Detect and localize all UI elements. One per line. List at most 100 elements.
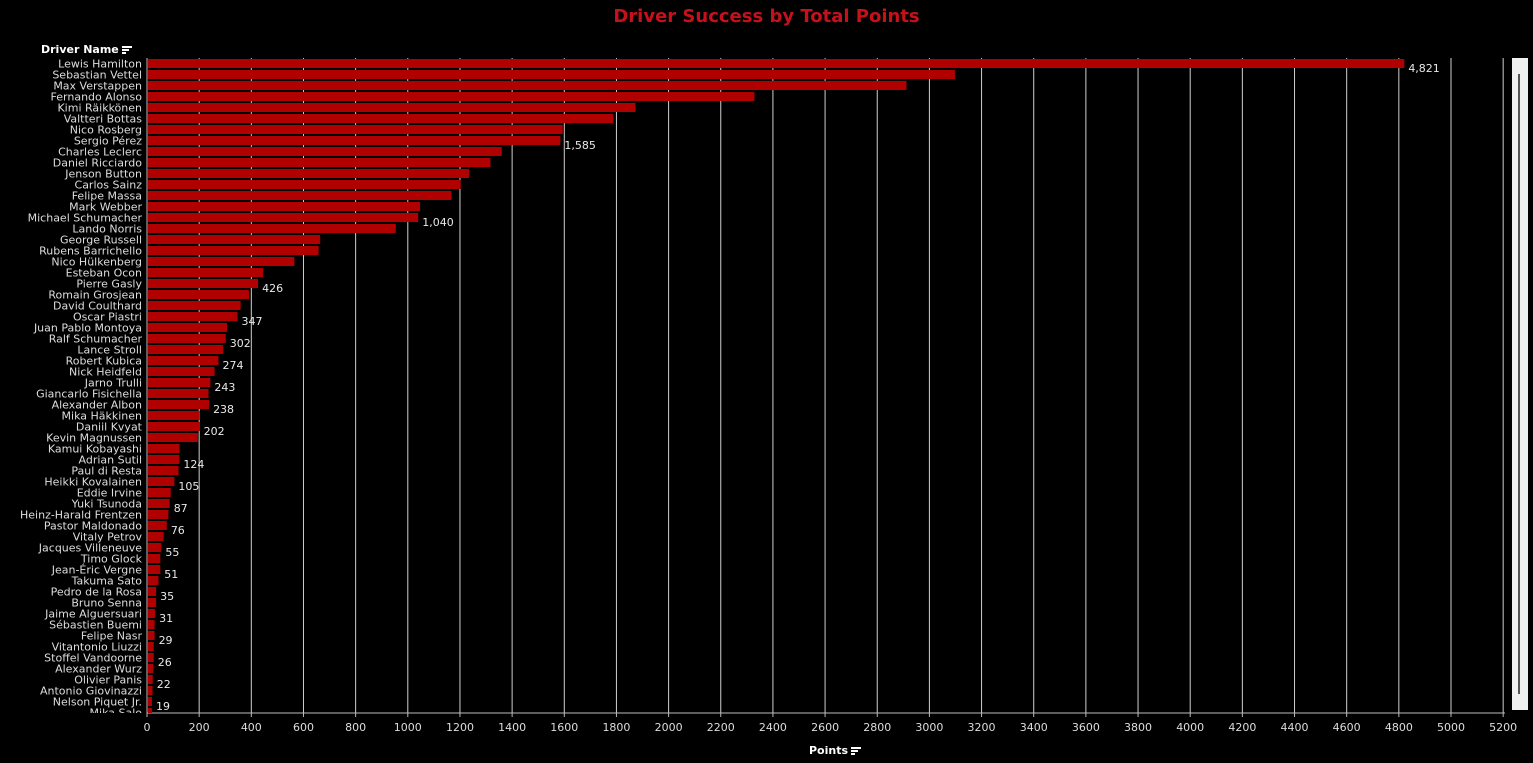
bar[interactable] <box>148 708 152 717</box>
bar[interactable] <box>148 433 198 442</box>
bar[interactable] <box>148 92 755 101</box>
bar[interactable] <box>148 477 175 486</box>
bar[interactable] <box>148 697 152 706</box>
x-tick-label: 3800 <box>1124 721 1152 734</box>
bar[interactable] <box>148 180 461 189</box>
y-tick-label: Daniel Ricciardo <box>53 157 142 170</box>
y-tick-label: Yuki Tsunoda <box>71 498 142 511</box>
y-tick-label: Valtteri Bottas <box>64 113 143 126</box>
bar[interactable] <box>148 323 228 332</box>
data-label: 105 <box>178 480 199 493</box>
y-tick-label: Fernando Alonso <box>51 91 143 104</box>
bar[interactable] <box>148 488 171 497</box>
bar[interactable] <box>148 576 159 585</box>
bar[interactable] <box>148 114 614 123</box>
bar[interactable] <box>148 70 955 79</box>
sort-icon[interactable] <box>121 45 132 55</box>
x-tick-label: 4800 <box>1385 721 1413 734</box>
bar[interactable] <box>148 411 200 420</box>
x-tick-label: 4600 <box>1333 721 1361 734</box>
bar[interactable] <box>148 400 210 409</box>
y-tick-label: Rubens Barrichello <box>39 245 142 258</box>
data-label: 243 <box>214 381 235 394</box>
bar[interactable] <box>148 334 226 343</box>
bar[interactable] <box>148 664 154 673</box>
x-tick-label: 1200 <box>446 721 474 734</box>
bar[interactable] <box>148 257 295 266</box>
y-tick-label: Felipe Massa <box>72 190 142 203</box>
bar[interactable] <box>148 169 470 178</box>
y-tick-label: Nico Hülkenberg <box>51 256 142 269</box>
bar[interactable] <box>148 103 636 112</box>
bar[interactable] <box>148 213 419 222</box>
bar[interactable] <box>148 598 157 607</box>
bar[interactable] <box>148 378 211 387</box>
bar[interactable] <box>148 642 154 651</box>
bar[interactable] <box>148 565 161 574</box>
vertical-scrollbar[interactable] <box>1512 58 1528 710</box>
bar[interactable] <box>148 521 167 530</box>
bar[interactable] <box>148 466 179 475</box>
bar[interactable] <box>148 158 491 167</box>
data-label: 426 <box>262 282 283 295</box>
y-tick-label: George Russell <box>60 234 142 247</box>
x-tick-label: 2600 <box>811 721 839 734</box>
y-tick-label: Kamui Kobayashi <box>48 443 142 456</box>
x-tick-label: 5000 <box>1437 721 1465 734</box>
bar[interactable] <box>148 543 162 552</box>
bar[interactable] <box>148 301 241 310</box>
bar[interactable] <box>148 81 907 90</box>
bar[interactable] <box>148 147 502 156</box>
bar[interactable] <box>148 444 180 453</box>
bar[interactable] <box>148 224 396 233</box>
x-tick-label: 4200 <box>1228 721 1256 734</box>
bar[interactable] <box>148 620 155 629</box>
bar[interactable] <box>148 367 215 376</box>
bar[interactable] <box>148 675 153 684</box>
bar[interactable] <box>148 686 153 695</box>
bar[interactable] <box>148 125 563 134</box>
y-tick-label: Ralf Schumacher <box>49 333 143 346</box>
bar[interactable] <box>148 235 321 244</box>
y-tick-label: Paul di Resta <box>71 465 142 478</box>
bar[interactable] <box>148 499 170 508</box>
y-tick-label: Stoffel Vandoorne <box>44 652 142 665</box>
bar[interactable] <box>148 532 164 541</box>
data-label: 35 <box>160 590 174 603</box>
data-label: 124 <box>183 458 204 471</box>
x-axis-header[interactable]: Points <box>809 744 862 757</box>
bar[interactable] <box>148 312 238 321</box>
sort-icon[interactable] <box>851 746 862 756</box>
bar[interactable] <box>148 59 1405 68</box>
y-tick-label: Takuma Sato <box>71 575 143 588</box>
bar[interactable] <box>148 455 180 464</box>
y-tick-label: Mika Salo <box>90 707 143 720</box>
bar[interactable] <box>148 279 259 288</box>
y-tick-label: Daniil Kvyat <box>76 421 143 434</box>
x-tick-label: 0 <box>144 721 151 734</box>
bar[interactable] <box>148 631 155 640</box>
bar[interactable] <box>148 290 249 299</box>
scrollbar-thumb[interactable] <box>1518 74 1520 694</box>
bar[interactable] <box>148 202 421 211</box>
bar[interactable] <box>148 422 200 431</box>
y-axis-header[interactable]: Driver Name <box>41 43 132 56</box>
y-tick-label: David Coulthard <box>53 300 142 313</box>
bar[interactable] <box>148 510 169 519</box>
bar[interactable] <box>148 356 219 365</box>
bar[interactable] <box>148 345 224 354</box>
x-tick-label: 1400 <box>498 721 526 734</box>
y-tick-label: Charles Leclerc <box>58 146 142 159</box>
bar[interactable] <box>148 191 452 200</box>
y-tick-label: Pastor Maldonado <box>44 520 142 533</box>
x-tick-label: 2800 <box>863 721 891 734</box>
bar[interactable] <box>148 246 319 255</box>
bar[interactable] <box>148 653 154 662</box>
bar[interactable] <box>148 587 157 596</box>
bar[interactable] <box>148 609 156 618</box>
bar[interactable] <box>148 268 264 277</box>
bar[interactable] <box>148 389 209 398</box>
bar[interactable] <box>148 554 161 563</box>
bar[interactable] <box>148 136 561 145</box>
